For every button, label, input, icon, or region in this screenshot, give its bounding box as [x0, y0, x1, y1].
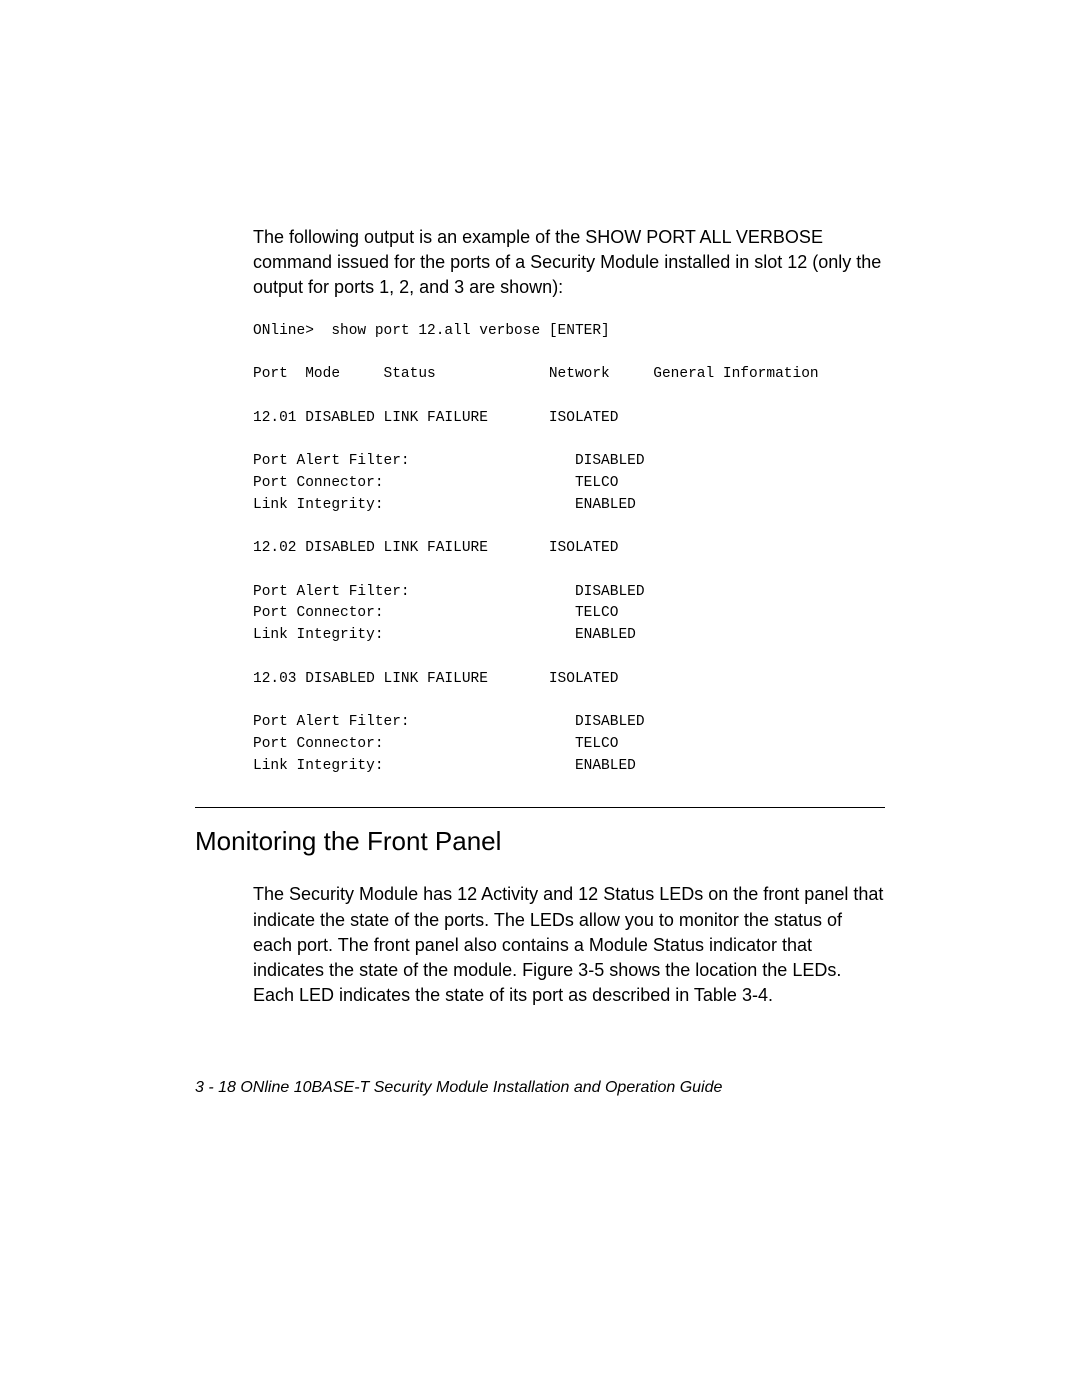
page-footer: 3 - 18 ONline 10BASE-T Security Module I… [195, 1079, 722, 1097]
body-paragraph: The Security Module has 12 Activity and … [253, 882, 885, 1008]
intro-paragraph: The following output is an example of th… [253, 225, 885, 301]
code-output: ONline> show port 12.all verbose [ENTER]… [253, 321, 885, 778]
section-divider [195, 807, 885, 808]
section-heading: Monitoring the Front Panel [195, 826, 885, 857]
